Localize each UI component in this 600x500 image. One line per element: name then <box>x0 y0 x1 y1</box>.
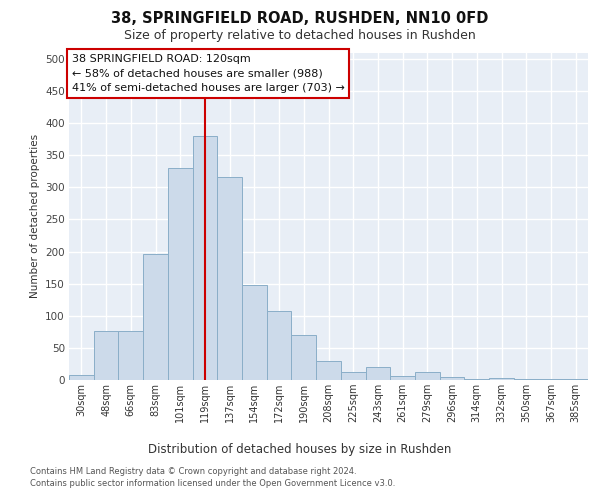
Text: Contains public sector information licensed under the Open Government Licence v3: Contains public sector information licen… <box>30 479 395 488</box>
Bar <box>143 254 168 380</box>
Bar <box>415 372 440 380</box>
Text: 38 SPRINGFIELD ROAD: 120sqm
← 58% of detached houses are smaller (988)
41% of se: 38 SPRINGFIELD ROAD: 120sqm ← 58% of det… <box>71 54 344 93</box>
Text: 38, SPRINGFIELD ROAD, RUSHDEN, NN10 0FD: 38, SPRINGFIELD ROAD, RUSHDEN, NN10 0FD <box>112 11 488 26</box>
Bar <box>365 367 390 380</box>
Y-axis label: Number of detached properties: Number of detached properties <box>29 134 40 298</box>
Bar <box>94 330 118 380</box>
Bar <box>390 376 415 380</box>
Bar <box>242 285 267 380</box>
Bar <box>292 335 316 380</box>
Bar <box>341 372 365 380</box>
Bar <box>118 330 143 380</box>
Bar <box>489 378 514 380</box>
Bar <box>193 136 217 380</box>
Bar <box>69 375 94 380</box>
Bar <box>267 310 292 380</box>
Bar <box>168 168 193 380</box>
Bar <box>440 378 464 380</box>
Text: Contains HM Land Registry data © Crown copyright and database right 2024.: Contains HM Land Registry data © Crown c… <box>30 468 356 476</box>
Text: Size of property relative to detached houses in Rushden: Size of property relative to detached ho… <box>124 29 476 42</box>
Text: Distribution of detached houses by size in Rushden: Distribution of detached houses by size … <box>148 442 452 456</box>
Bar <box>217 177 242 380</box>
Bar <box>316 362 341 380</box>
